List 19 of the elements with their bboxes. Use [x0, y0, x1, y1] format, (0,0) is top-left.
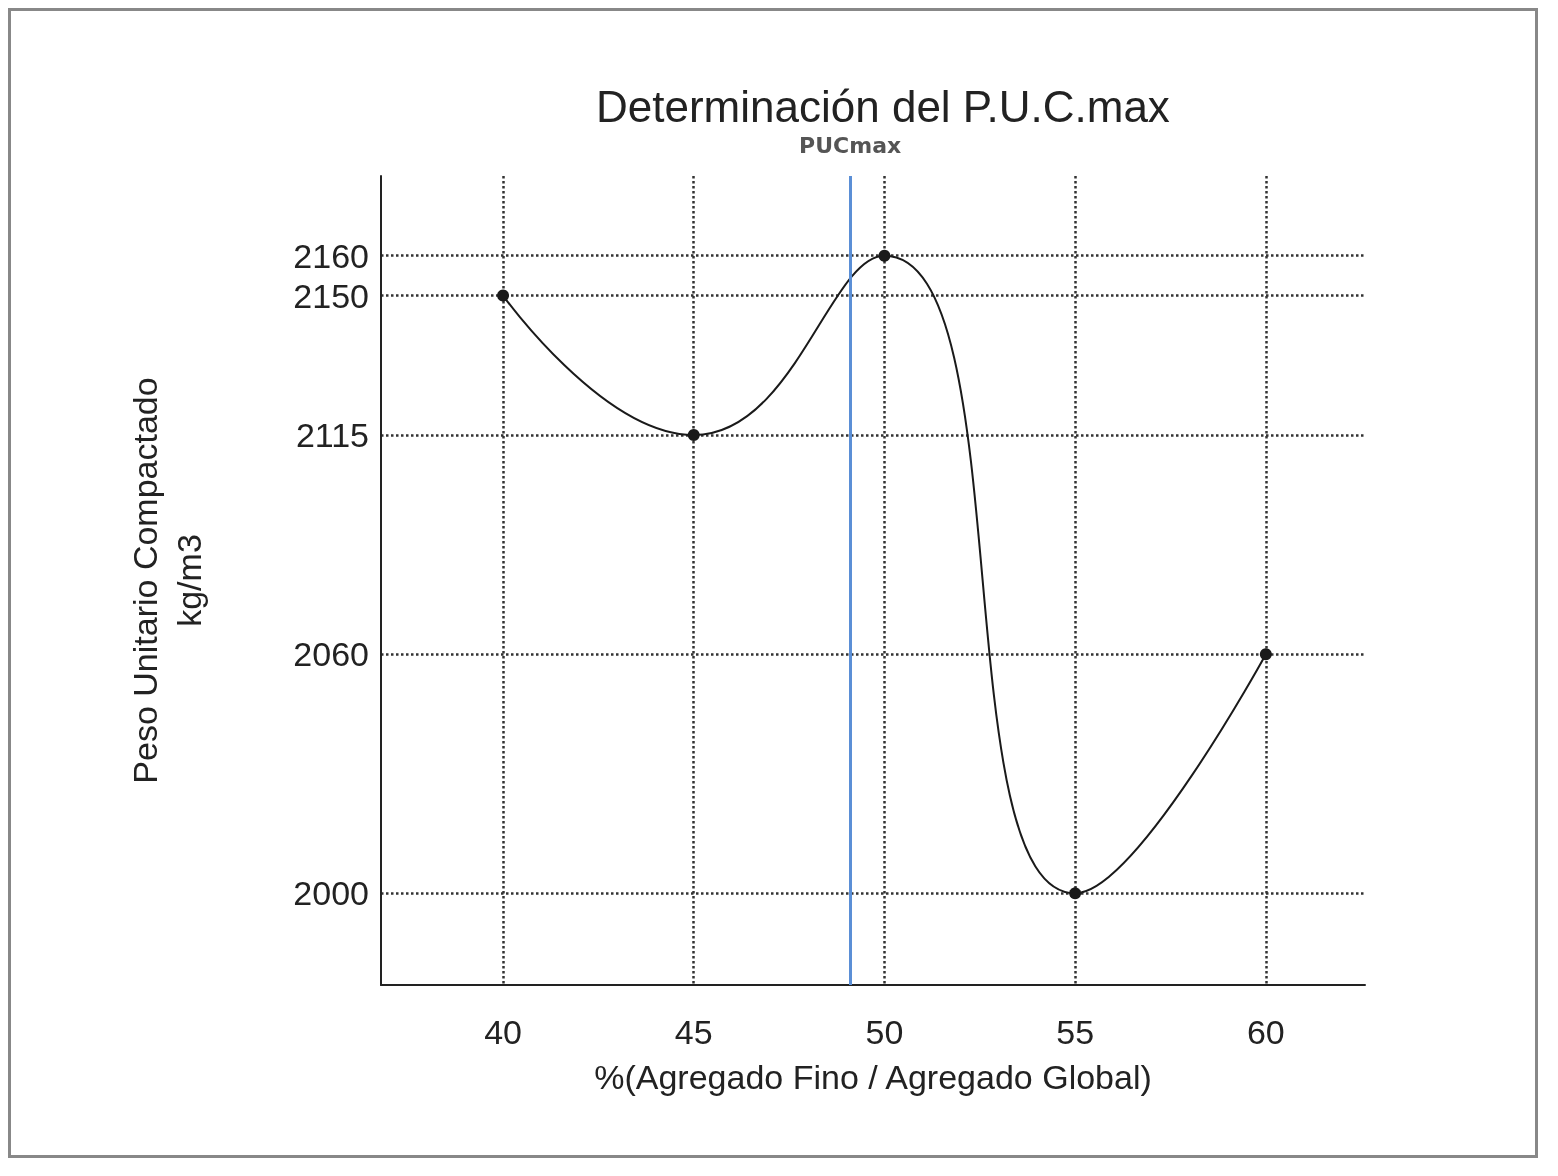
- x-tick-label: 55: [1056, 1013, 1095, 1051]
- y-tick-label: 2150: [293, 276, 369, 315]
- point: [1069, 887, 1082, 900]
- point: [687, 429, 700, 442]
- point: [1259, 648, 1272, 661]
- y-tick-label: 2000: [293, 874, 369, 913]
- chart-title: Determinación del P.U.C.max: [596, 81, 1170, 131]
- x-tick-label: 50: [865, 1013, 904, 1051]
- y-tick-label: 2160: [293, 236, 369, 275]
- x-tick-label: 60: [1246, 1013, 1285, 1051]
- y-axis-title: Peso Unitario Compactado kg/m3: [126, 377, 208, 784]
- x-axis-title: %(Agregado Fino / Agregado Global): [594, 1058, 1152, 1096]
- y-tick-label: 2060: [293, 635, 369, 674]
- point: [878, 249, 891, 262]
- x-tick-label: 45: [674, 1013, 713, 1051]
- ref-line-label: PUCmax: [799, 132, 902, 158]
- point: [497, 289, 510, 302]
- y-tick-label: 2115: [295, 416, 369, 455]
- x-tick-label: 40: [484, 1013, 522, 1051]
